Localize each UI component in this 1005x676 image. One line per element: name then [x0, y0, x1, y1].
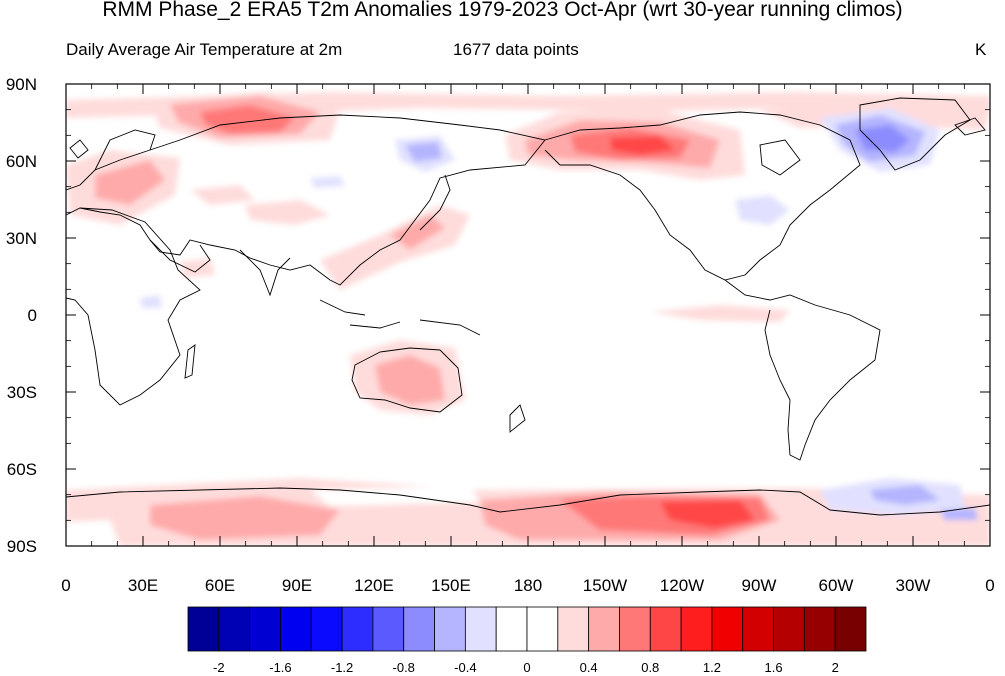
lon-tick-label: 60W — [819, 576, 854, 595]
colorbar-swatch — [434, 606, 466, 652]
colorbar-swatch — [834, 606, 867, 652]
colorbar-label: 1.2 — [703, 660, 721, 675]
colorbar-swatch — [711, 606, 744, 652]
colorbar-label: -1.6 — [269, 660, 291, 675]
colorbar-label: -2 — [213, 660, 225, 675]
lon-tick-label: 120W — [660, 576, 704, 595]
colorbar-swatch — [218, 606, 251, 652]
lat-tick-label: 90S — [7, 537, 37, 556]
colorbar — [187, 606, 867, 652]
longitude-labels: 0 30E 60E 90E 120E 150E 180 150W 120W 90W 60W 30W 0 — [61, 576, 994, 595]
lon-tick-label: 90W — [742, 576, 777, 595]
colorbar-swatch — [588, 606, 620, 652]
colorbar-swatch — [619, 606, 651, 652]
axis-ticks — [65, 83, 991, 547]
lon-tick-label: 0 — [61, 576, 70, 595]
map-title: RMM Phase_2 ERA5 T2m Anomalies 1979-2023… — [102, 0, 903, 21]
colorbar-swatch — [403, 606, 435, 652]
lon-tick-label: 90E — [282, 576, 312, 595]
colorbar-swatch — [526, 606, 559, 652]
units-label: K — [975, 40, 987, 59]
lon-tick-label: 150E — [431, 576, 471, 595]
colorbar-swatch — [649, 606, 682, 652]
colorbar-swatch — [464, 606, 497, 652]
colorbar-swatch — [310, 606, 343, 652]
lon-tick-label: 30E — [128, 576, 158, 595]
lon-tick-label: 120E — [354, 576, 394, 595]
lon-tick-label: 30W — [896, 576, 931, 595]
colorbar-label: 0.4 — [580, 660, 598, 675]
colorbar-swatch — [372, 606, 405, 652]
colorbar-labels: -2 -1.6 -1.2 -0.8 -0.4 0 0.4 0.8 1.2 1.6 2 — [213, 660, 839, 675]
lon-tick-label: 60E — [205, 576, 235, 595]
lon-tick-label: 0 — [985, 576, 994, 595]
lat-tick-label: 30N — [6, 229, 37, 248]
colorbar-label: -0.8 — [393, 660, 415, 675]
colorbar-swatch — [680, 606, 713, 652]
colorbar-swatch — [742, 606, 774, 652]
colorbar-label: 0.8 — [641, 660, 659, 675]
colorbar-swatch — [249, 606, 281, 652]
lon-tick-label: 150W — [583, 576, 627, 595]
colorbar-label: -1.2 — [331, 660, 353, 675]
anomaly-field — [66, 84, 990, 546]
colorbar-swatch — [803, 606, 836, 652]
variable-subtitle: Daily Average Air Temperature at 2m — [66, 40, 343, 59]
lat-tick-label: 90N — [6, 75, 37, 94]
coastlines — [66, 97, 990, 516]
lat-tick-label: 60S — [7, 460, 37, 479]
colorbar-label: 0 — [523, 660, 530, 675]
colorbar-label: 1.6 — [765, 660, 783, 675]
colorbar-swatch — [187, 606, 220, 652]
colorbar-swatch — [341, 606, 374, 652]
colorbar-swatch — [495, 606, 528, 652]
lat-tick-label: 0 — [28, 306, 37, 325]
latitude-labels: 90N 60N 30N 0 30S 60S 90S — [6, 75, 37, 556]
lat-tick-label: 60N — [6, 152, 37, 171]
colorbar-swatch — [280, 606, 312, 652]
colorbar-swatch — [773, 606, 805, 652]
data-points-subtitle: 1677 data points — [453, 40, 579, 59]
colorbar-swatch — [557, 606, 590, 652]
colorbar-label: -0.4 — [454, 660, 476, 675]
lon-tick-label: 180 — [514, 576, 542, 595]
lat-tick-label: 30S — [7, 383, 37, 402]
colorbar-label: 2 — [832, 660, 839, 675]
